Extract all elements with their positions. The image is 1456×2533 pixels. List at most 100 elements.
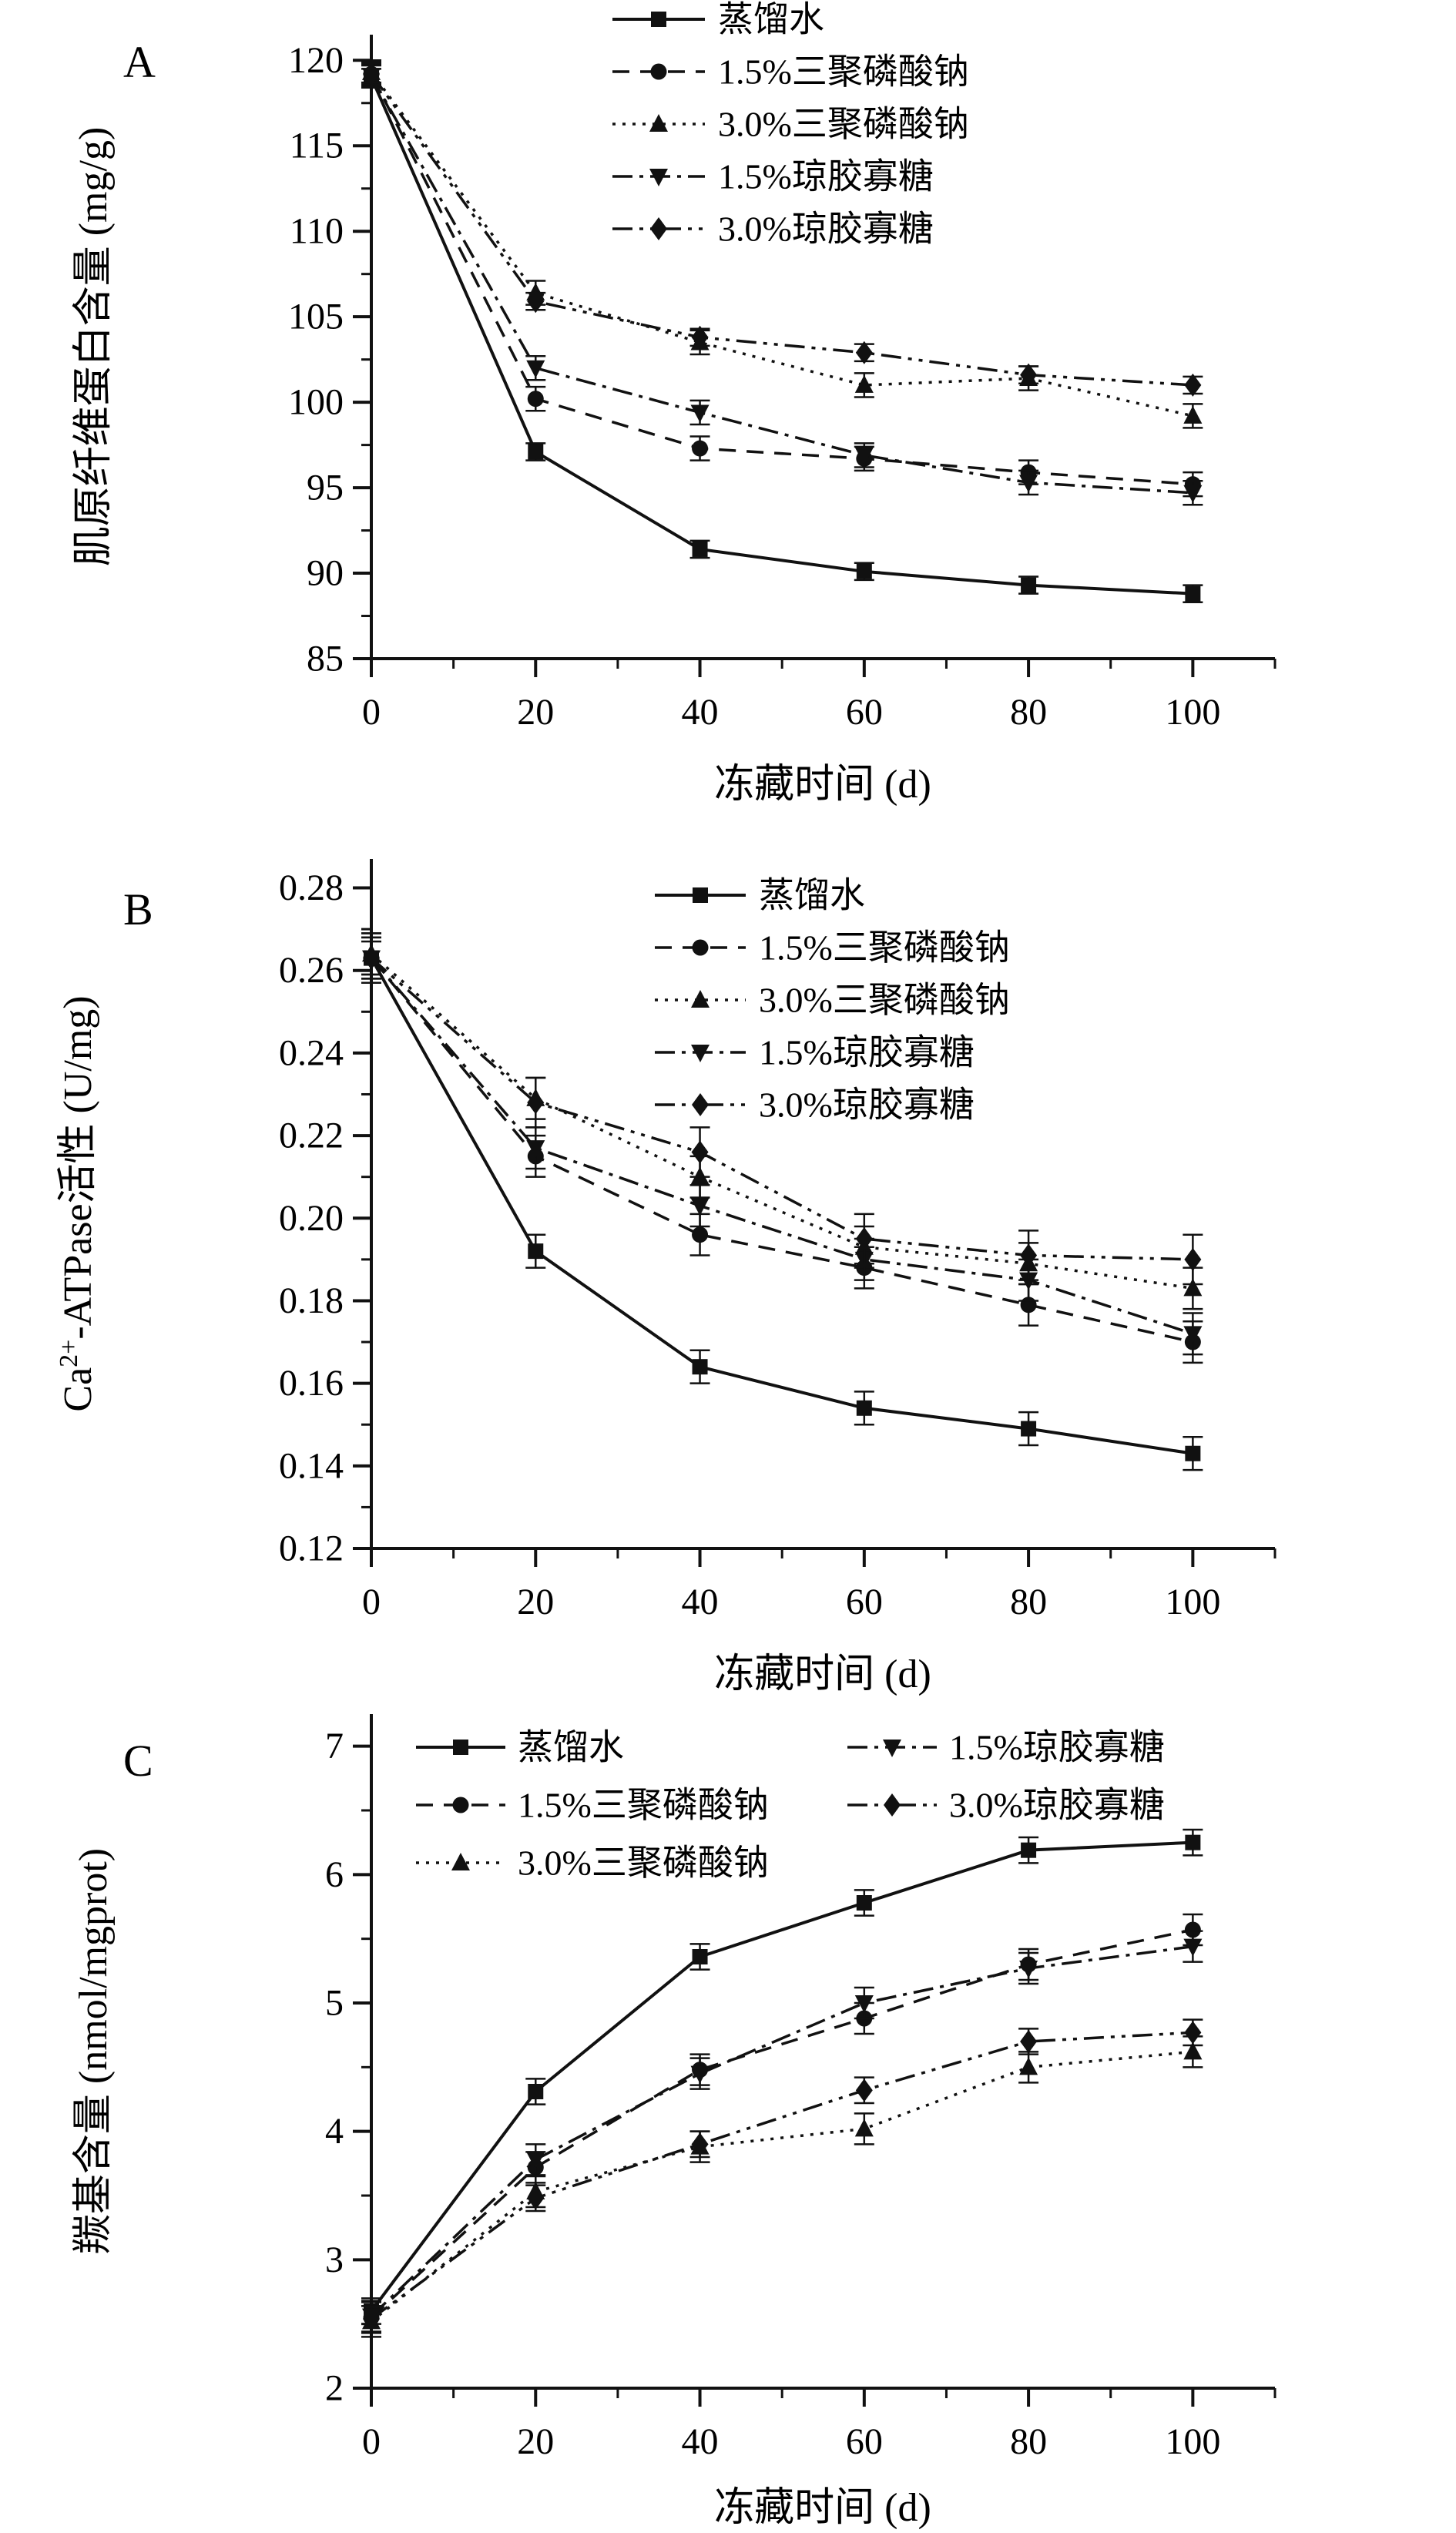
series-agar-oligosaccharide-1-5 — [361, 1930, 1203, 2333]
panel-c-xaxis-title: 冻藏时间 (d) — [714, 2486, 931, 2530]
legend-label: 3.0%琼胶寡糖 — [949, 1786, 1165, 1825]
y-tick-label: 115 — [290, 126, 344, 166]
series-agar-oligosaccharide-3-0 — [361, 932, 1203, 1286]
y-tick-label: 5 — [325, 1983, 344, 2024]
x-tick-label: 0 — [362, 692, 381, 733]
legend-item-sodium-tripolyphosphate-1-5: 1.5%三聚磷酸钠 — [416, 1786, 769, 1825]
legend-label: 蒸馏水 — [718, 0, 824, 39]
y-axis-ticks: 2 3 4 5 6 7 — [325, 1726, 371, 2409]
legend-item-distilled-water: 蒸馏水 — [416, 1728, 624, 1767]
legend-label: 3.0%三聚磷酸钠 — [518, 1844, 769, 1883]
panel-A-chart: 85 90 95 100 105 110 115 120 0 20 40 60 80 100 肌原纤维蛋白含… — [72, 0, 1277, 733]
x-tick-label: 40 — [682, 2421, 719, 2462]
y-axis-ticks: 85 90 95 100 105 110 115 120 — [288, 40, 371, 679]
x-tick-label: 20 — [517, 2421, 554, 2462]
panel-a-xaxis-title: 冻藏时间 (d) — [714, 763, 931, 807]
x-tick-label: 40 — [682, 1582, 719, 1622]
x-tick-label: 60 — [846, 1582, 883, 1622]
y-tick-label: 0.24 — [279, 1032, 344, 1073]
y-tick-label: 100 — [288, 382, 344, 423]
series-sodium-tripolyphosphate-3-0 — [361, 2035, 1203, 2338]
y-tick-label: 0.14 — [279, 1445, 344, 1486]
y-axis-ticks: 0.12 0.14 0.16 0.18 0.20 0.22 0.24 0.26 0.28 — [279, 867, 371, 1569]
y-tick-label: 3 — [325, 2239, 344, 2280]
legend-item-agar-oligosaccharide-1-5: 1.5%琼胶寡糖 — [612, 157, 934, 196]
x-tick-label: 20 — [517, 1582, 554, 1622]
legend-item-sodium-tripolyphosphate-3-0: 3.0%三聚磷酸钠 — [612, 105, 969, 144]
y-tick-label: 0.26 — [279, 950, 344, 991]
x-tick-label: 0 — [362, 2421, 381, 2462]
legend-item-agar-oligosaccharide-1-5: 1.5%琼胶寡糖 — [655, 1033, 975, 1072]
x-axis-ticks: 0 20 40 60 80 100 — [362, 2388, 1277, 2462]
legend-item-sodium-tripolyphosphate-1-5: 1.5%三聚磷酸钠 — [612, 52, 969, 92]
series-agar-oligosaccharide-3-0 — [361, 62, 1203, 397]
y-tick-label: 105 — [288, 297, 344, 337]
x-tick-label: 0 — [362, 1582, 381, 1622]
y-tick-label: 85 — [307, 639, 344, 679]
legend-label: 1.5%琼胶寡糖 — [759, 1033, 975, 1072]
legend-label: 3.0%三聚磷酸钠 — [759, 981, 1010, 1020]
legend-item-agar-oligosaccharide-3-0: 3.0%琼胶寡糖 — [847, 1786, 1165, 1825]
legend-item-sodium-tripolyphosphate-1-5: 1.5%三聚磷酸钠 — [655, 928, 1010, 968]
legend-item-sodium-tripolyphosphate-3-0: 3.0%三聚磷酸钠 — [416, 1844, 769, 1883]
panel-C-chart: 2 3 4 5 6 7 0 20 40 60 80 100 羰基含量 (nmol/mgprot) 蒸馏水 1… — [72, 1714, 1277, 2462]
series-distilled-water — [361, 1828, 1203, 2325]
x-axis-ticks: 0 20 40 60 80 100 — [362, 1548, 1277, 1622]
legend-label: 1.5%三聚磷酸钠 — [518, 1786, 769, 1825]
series-sodium-tripolyphosphate-1-5 — [361, 1913, 1203, 2334]
series-agar-oligosaccharide-3-0 — [361, 2018, 1203, 2333]
y-tick-label: 120 — [288, 40, 344, 81]
y-tick-label: 0.18 — [279, 1280, 344, 1321]
x-tick-label: 100 — [1165, 1582, 1220, 1622]
panel-B-chart: 0.12 0.14 0.16 0.18 0.20 0.22 0.24 0.26 0.28 0 20 4… — [55, 859, 1277, 1622]
y-tick-label: 2 — [325, 2368, 344, 2409]
legend-label: 1.5%琼胶寡糖 — [949, 1728, 1165, 1767]
panel-c-letter: C — [123, 1736, 153, 1786]
y-tick-label: 0.12 — [279, 1528, 344, 1569]
legend-item-agar-oligosaccharide-3-0: 3.0%琼胶寡糖 — [612, 210, 934, 249]
legend-label: 1.5%三聚磷酸钠 — [718, 52, 969, 92]
series-distilled-water — [361, 68, 1203, 604]
legend-label: 1.5%琼胶寡糖 — [718, 157, 934, 196]
legend-label: 3.0%琼胶寡糖 — [759, 1085, 975, 1125]
y-tick-label: 110 — [290, 211, 344, 252]
legend-item-distilled-water: 蒸馏水 — [612, 0, 824, 39]
y-tick-label: 4 — [325, 2111, 344, 2152]
x-tick-label: 60 — [846, 692, 883, 733]
legend-label: 3.0%三聚磷酸钠 — [718, 105, 969, 144]
y-tick-label: 7 — [325, 1726, 344, 1766]
x-tick-label: 80 — [1010, 1582, 1047, 1622]
series-distilled-water — [361, 940, 1203, 1471]
panel-b-xaxis-title: 冻藏时间 (d) — [714, 1652, 931, 1696]
x-tick-label: 80 — [1010, 692, 1047, 733]
legend-item-agar-oligosaccharide-1-5: 1.5%琼胶寡糖 — [847, 1728, 1165, 1767]
y-axis-title: 肌原纤维蛋白含量 (mg/g) — [72, 127, 116, 567]
x-tick-label: 80 — [1010, 2421, 1047, 2462]
x-tick-label: 40 — [682, 692, 719, 733]
legend-label: 1.5%三聚磷酸钠 — [759, 928, 1010, 968]
x-tick-label: 100 — [1165, 2421, 1220, 2462]
y-tick-label: 0.22 — [279, 1116, 344, 1156]
x-tick-label: 20 — [517, 692, 554, 733]
legend-label: 3.0%琼胶寡糖 — [718, 210, 934, 249]
panel-a-letter: A — [123, 37, 156, 87]
panel-b-letter: B — [123, 884, 153, 934]
x-axis-ticks: 0 20 40 60 80 100 — [362, 659, 1277, 733]
x-tick-label: 60 — [846, 2421, 883, 2462]
y-tick-label: 95 — [307, 468, 344, 508]
x-tick-label: 100 — [1165, 692, 1220, 733]
legend-item-agar-oligosaccharide-3-0: 3.0%琼胶寡糖 — [655, 1085, 975, 1125]
y-tick-label: 0.20 — [279, 1198, 344, 1239]
legend-item-distilled-water: 蒸馏水 — [655, 876, 865, 915]
legend-item-sodium-tripolyphosphate-3-0: 3.0%三聚磷酸钠 — [655, 981, 1010, 1020]
legend-label: 蒸馏水 — [759, 876, 865, 915]
y-tick-label: 6 — [325, 1854, 344, 1895]
y-axis-title: Ca2+-ATPase活性 (U/mg) — [55, 995, 100, 1411]
legend-label: 蒸馏水 — [518, 1728, 624, 1767]
y-tick-label: 90 — [307, 553, 344, 594]
y-tick-label: 0.16 — [279, 1363, 344, 1404]
y-tick-label: 0.28 — [279, 867, 344, 908]
y-axis-title: 羰基含量 (nmol/mgprot) — [72, 1848, 116, 2254]
